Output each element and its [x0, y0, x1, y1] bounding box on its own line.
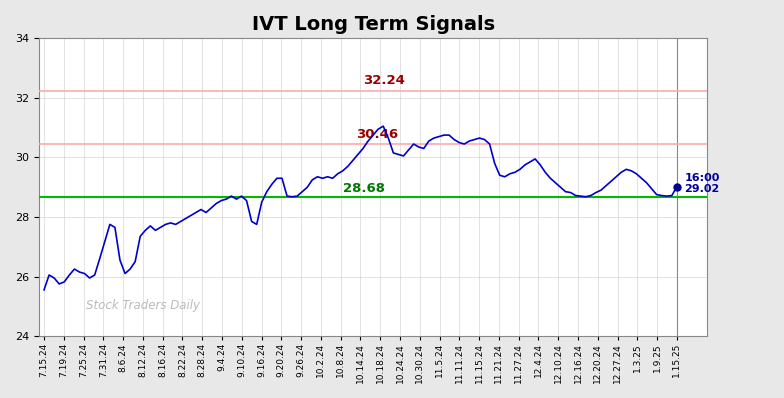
Text: 32.24: 32.24 [363, 74, 405, 87]
Title: IVT Long Term Signals: IVT Long Term Signals [252, 15, 495, 34]
Text: 30.46: 30.46 [357, 128, 398, 141]
Text: 16:00
29.02: 16:00 29.02 [684, 173, 720, 194]
Text: Stock Traders Daily: Stock Traders Daily [85, 299, 200, 312]
Text: 28.68: 28.68 [343, 182, 385, 195]
